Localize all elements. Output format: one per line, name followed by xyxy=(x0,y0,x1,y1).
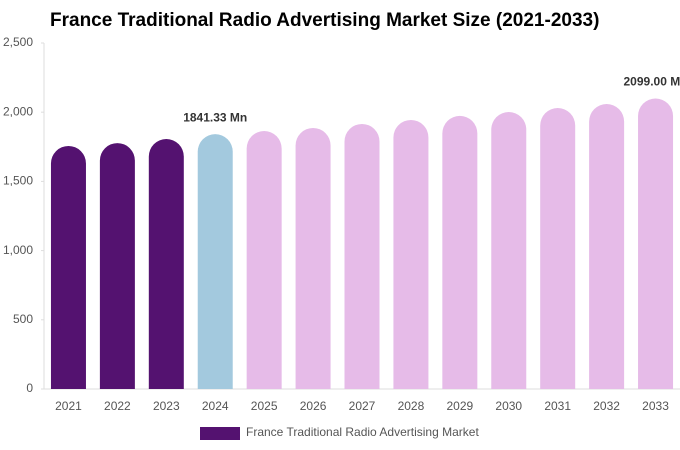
x-tick-label: 2026 xyxy=(300,399,327,413)
bar xyxy=(50,145,86,389)
x-tick-label: 2028 xyxy=(398,399,425,413)
x-tick-label: 2031 xyxy=(544,399,571,413)
x-tick-label: 2021 xyxy=(55,399,82,413)
bar xyxy=(589,104,625,390)
value-label: 2099.00 Mn xyxy=(624,75,680,89)
bar xyxy=(442,115,478,389)
bar xyxy=(295,127,331,389)
x-tick-label: 2029 xyxy=(446,399,473,413)
x-tick-label: 2027 xyxy=(349,399,376,413)
bar xyxy=(638,98,674,389)
x-tick-label: 2023 xyxy=(153,399,180,413)
y-tick-label: 1,000 xyxy=(3,243,33,257)
y-tick-label: 2,000 xyxy=(3,104,33,118)
x-tick-label: 2033 xyxy=(642,399,669,413)
bar xyxy=(197,134,233,389)
bar xyxy=(540,108,576,389)
bar xyxy=(344,123,380,390)
y-tick-label: 0 xyxy=(26,381,33,395)
x-tick-label: 2030 xyxy=(495,399,522,413)
legend-label: France Traditional Radio Advertising Mar… xyxy=(246,425,479,439)
x-tick-label: 2025 xyxy=(251,399,278,413)
x-tick-label: 2022 xyxy=(104,399,131,413)
bar xyxy=(99,143,135,389)
y-tick-label: 1,500 xyxy=(3,174,33,188)
value-label: 1841.33 Mn xyxy=(183,110,247,124)
y-tick-label: 500 xyxy=(13,312,33,326)
bar xyxy=(148,139,184,389)
bar xyxy=(491,112,527,390)
x-tick-label: 2032 xyxy=(593,399,620,413)
y-tick-label: 2,500 xyxy=(3,35,33,49)
bar xyxy=(393,119,429,390)
bar xyxy=(246,131,282,390)
legend-swatch xyxy=(200,427,240,440)
chart-title: France Traditional Radio Advertising Mar… xyxy=(50,10,599,31)
x-tick-label: 2024 xyxy=(202,399,229,413)
